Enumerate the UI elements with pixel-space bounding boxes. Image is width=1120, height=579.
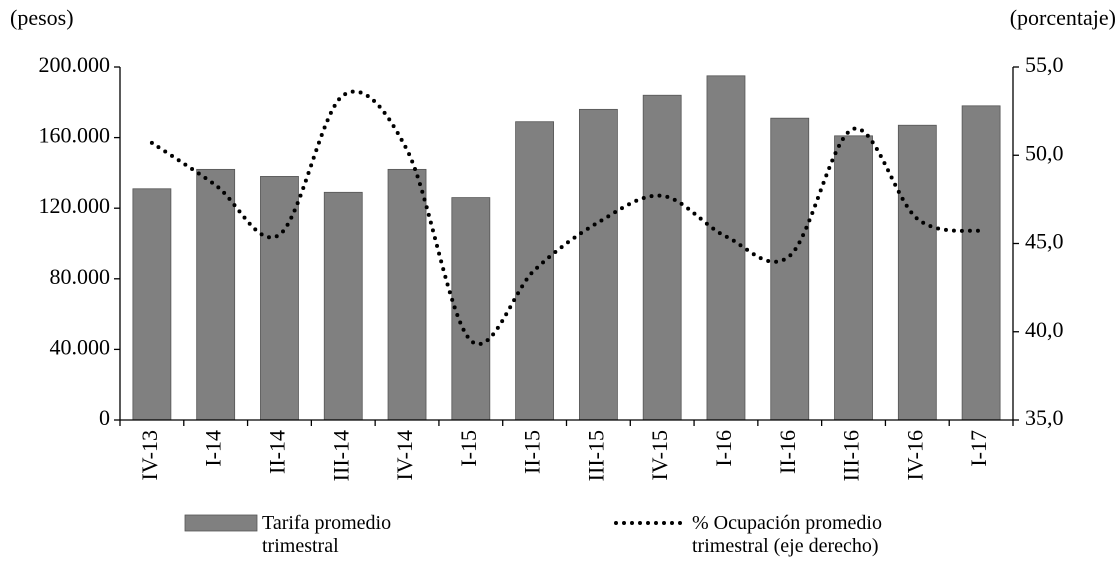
bar xyxy=(834,135,873,421)
bar xyxy=(196,168,236,421)
bar xyxy=(515,121,555,421)
y2-tick-label: 55,0 xyxy=(1025,52,1064,77)
bar xyxy=(770,117,810,421)
x-tick-label: II-14 xyxy=(265,430,290,474)
y2-tick-label: 40,0 xyxy=(1025,317,1064,342)
y-tick-label: 200.000 xyxy=(39,52,111,77)
y2-tick-label: 45,0 xyxy=(1025,229,1064,254)
x-tick-label: III-15 xyxy=(583,430,608,481)
bar xyxy=(897,124,937,421)
x-tick-label: I-15 xyxy=(456,430,481,467)
x-tick-label: II-15 xyxy=(520,430,545,474)
bar xyxy=(706,75,746,421)
x-tick-label: I-16 xyxy=(711,430,736,467)
line-series xyxy=(149,89,984,346)
bar xyxy=(323,191,363,421)
legend-key xyxy=(184,514,258,532)
y-tick-label: 40.000 xyxy=(50,334,111,359)
y-tick-label: 80.000 xyxy=(50,264,111,289)
bar xyxy=(451,197,491,421)
y2-tick-label: 50,0 xyxy=(1025,140,1064,165)
x-tick-label: IV-13 xyxy=(137,430,162,481)
y-tick-label: 160.000 xyxy=(39,123,111,148)
bar xyxy=(961,105,1001,421)
bar xyxy=(260,176,299,421)
x-tick-label: II-16 xyxy=(775,430,800,474)
x-tick-label: I-17 xyxy=(966,430,991,467)
bar xyxy=(387,168,427,421)
x-tick-label: IV-16 xyxy=(902,430,927,481)
y2-axis-label: (porcentaje) xyxy=(1010,5,1116,30)
x-tick-label: III-16 xyxy=(839,430,864,481)
bar xyxy=(578,108,618,421)
bar xyxy=(132,188,172,421)
x-tick-label: I-14 xyxy=(201,430,226,467)
x-tick-label: IV-14 xyxy=(392,430,417,481)
y-tick-label: 120.000 xyxy=(39,193,111,218)
y2-tick-label: 35,0 xyxy=(1025,405,1064,430)
y-tick-label: 0 xyxy=(99,405,110,430)
legend-label: Tarifa promedio trimestral xyxy=(262,512,392,557)
x-tick-label: IV-15 xyxy=(647,430,672,481)
legend-label: % Ocupación promedio trimestral (eje der… xyxy=(692,512,882,557)
x-tick-label: III-14 xyxy=(328,430,353,481)
bar xyxy=(642,94,682,421)
y-axis-label: (pesos) xyxy=(10,5,74,30)
